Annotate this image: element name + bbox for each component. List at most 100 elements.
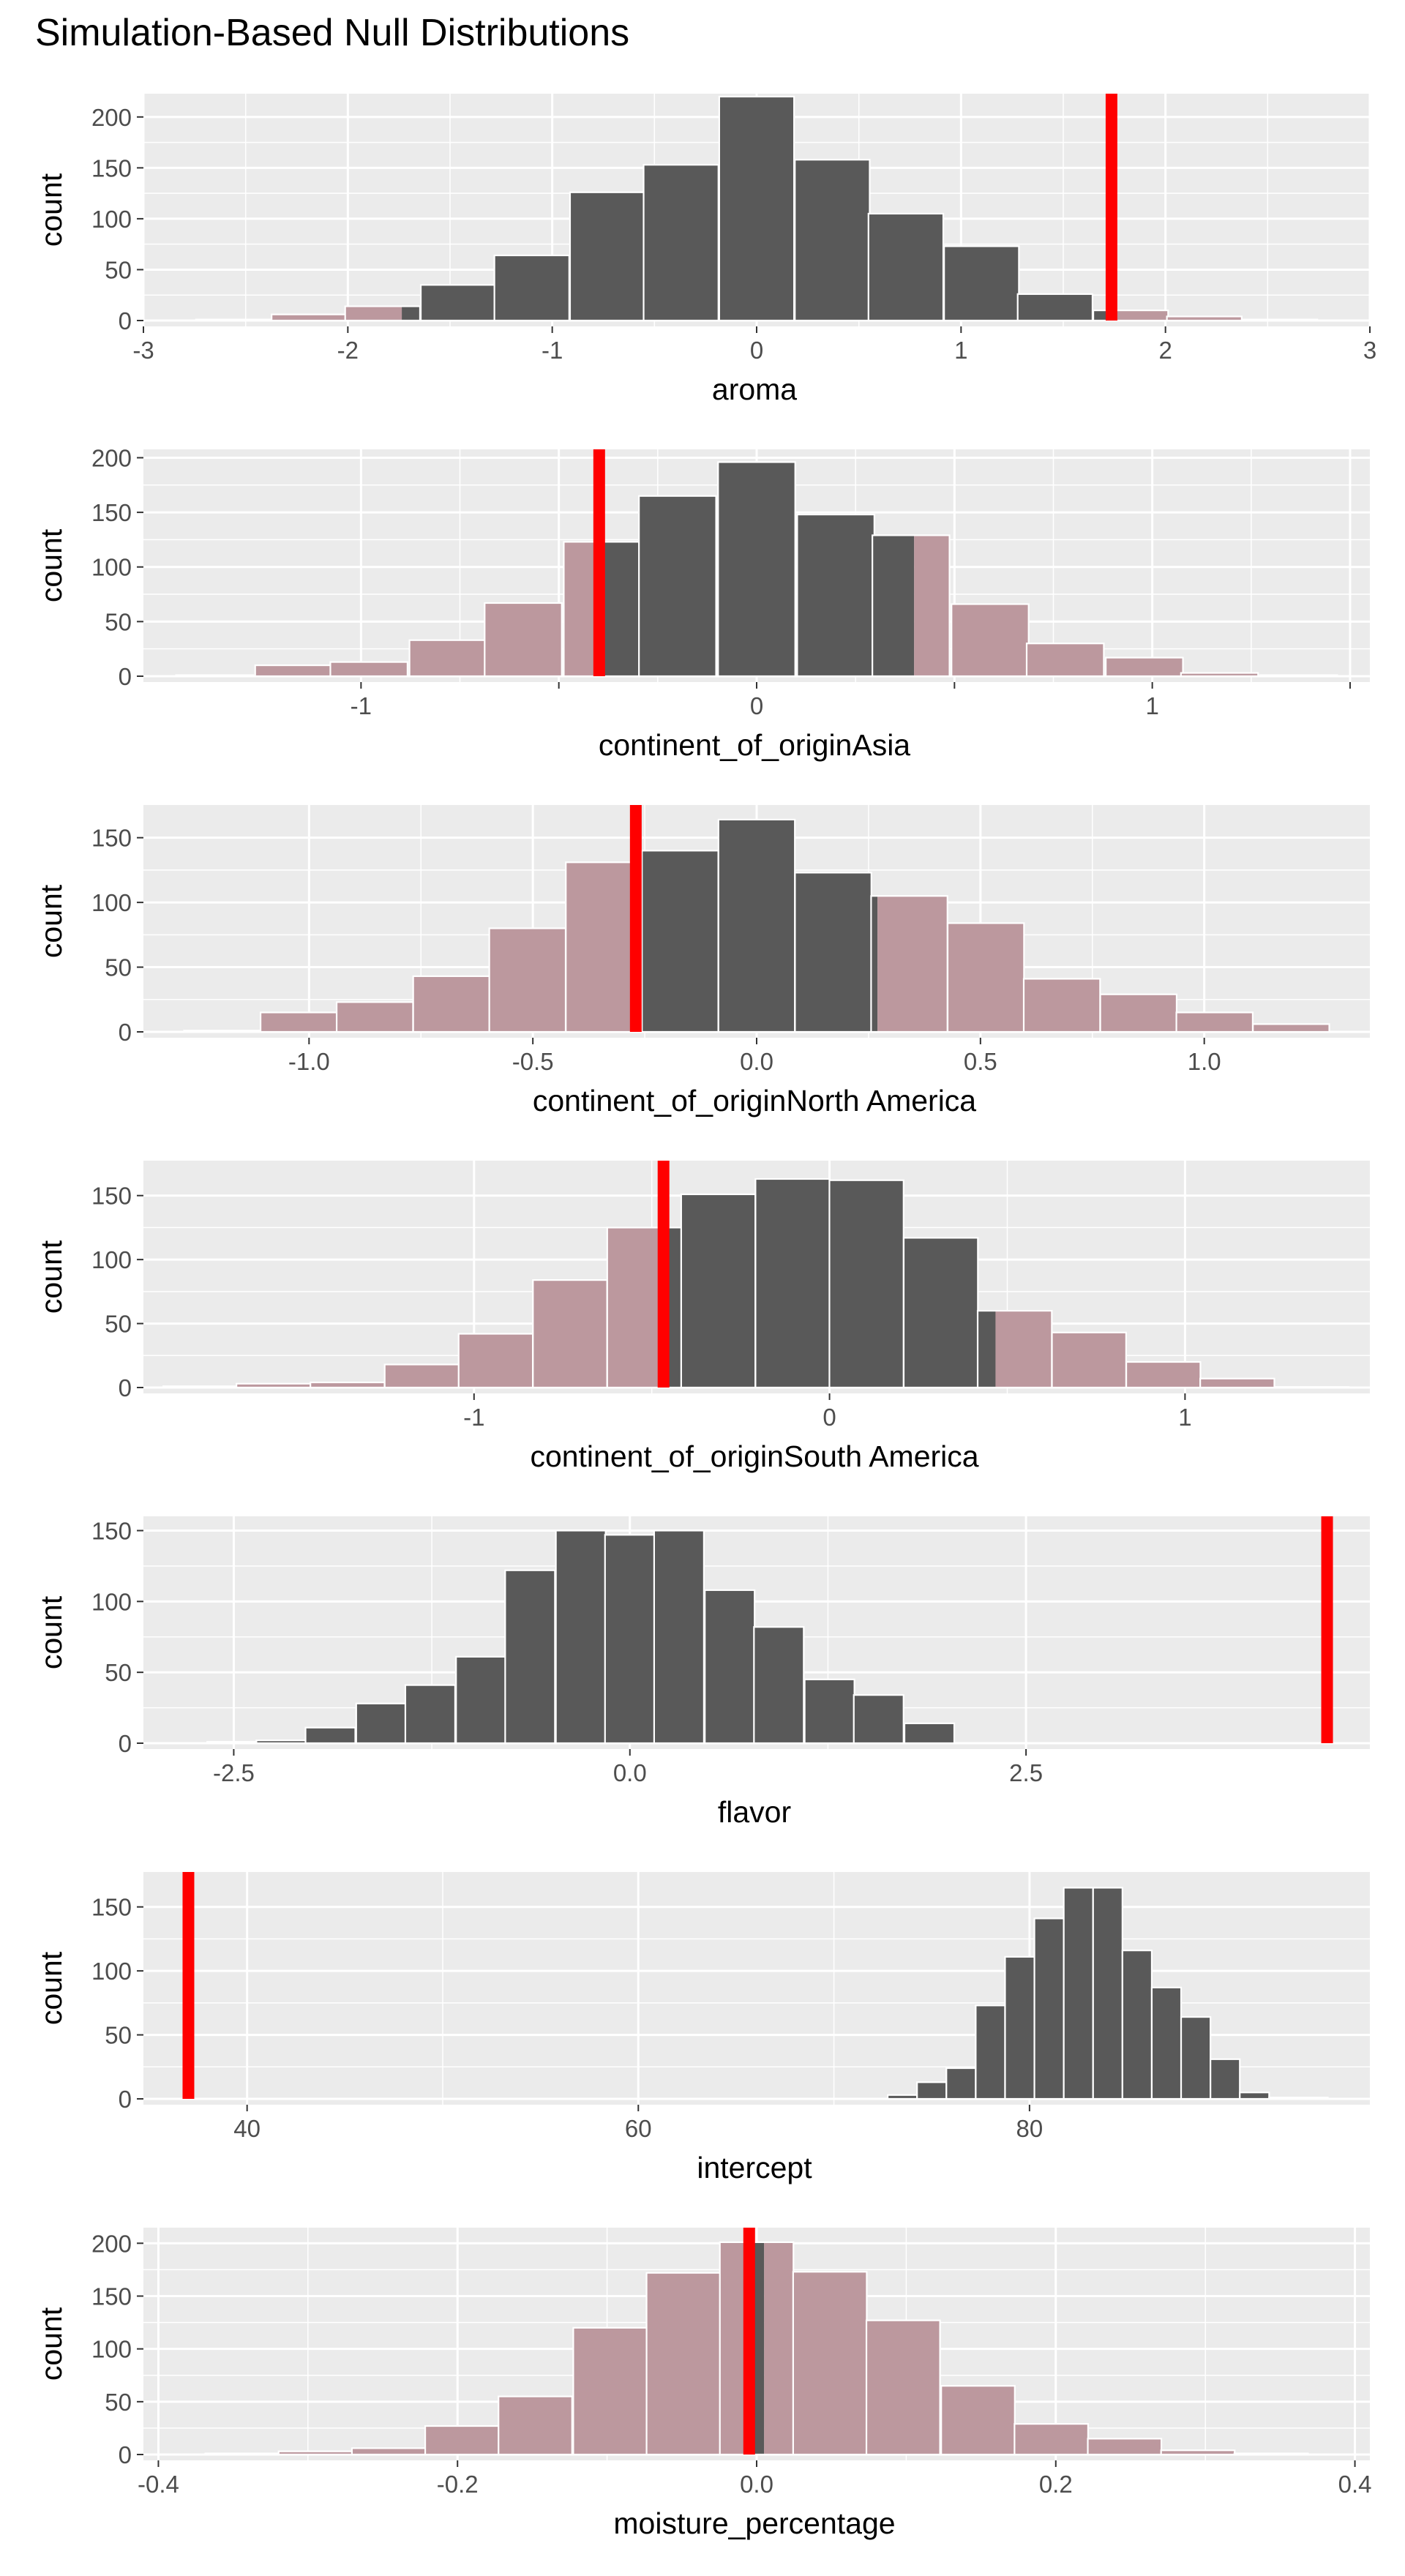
histogram-bar bbox=[995, 1311, 1052, 1388]
histogram-bar bbox=[868, 213, 944, 321]
histogram-bar bbox=[1126, 1362, 1201, 1388]
histogram-bar bbox=[793, 2272, 867, 2455]
y-tick-label: 200 bbox=[91, 444, 132, 471]
x-axis-label: continent_of_originNorth America bbox=[533, 1084, 976, 1117]
histogram-bar bbox=[599, 542, 641, 676]
histogram-bar bbox=[871, 896, 878, 1032]
histogram-bar bbox=[946, 2068, 976, 2099]
y-tick-label: 0 bbox=[119, 2086, 132, 2113]
histogram-bar-outline bbox=[175, 674, 255, 678]
y-tick-label: 150 bbox=[91, 2283, 132, 2310]
histogram-bar bbox=[421, 285, 496, 321]
histogram-bar bbox=[271, 314, 347, 321]
histogram-bar-outline bbox=[946, 922, 1025, 1033]
histogram-bar bbox=[569, 192, 645, 321]
observed-statistic-line bbox=[182, 1872, 195, 2099]
histogram-bar-outline bbox=[1241, 318, 1319, 322]
histogram-bar bbox=[1026, 643, 1104, 676]
histogram-bar bbox=[261, 1012, 337, 1032]
histogram-bar bbox=[458, 1333, 533, 1388]
y-tick-label: 50 bbox=[105, 1659, 132, 1686]
histogram-bar-outline bbox=[1199, 1377, 1275, 1389]
y-tick-label: 50 bbox=[105, 954, 132, 981]
histogram-bar bbox=[795, 160, 870, 321]
histogram-bar bbox=[754, 1627, 804, 1743]
y-axis-label: count bbox=[34, 528, 68, 602]
histogram-bar bbox=[1166, 316, 1242, 321]
histogram-bar bbox=[951, 604, 1029, 676]
y-tick-label: 50 bbox=[105, 2022, 132, 2049]
histogram-bar bbox=[330, 662, 408, 676]
histogram-bar-outline bbox=[329, 661, 408, 678]
histogram-bar bbox=[764, 2242, 794, 2455]
y-tick-label: 150 bbox=[91, 825, 132, 852]
histogram-bar bbox=[944, 246, 1019, 321]
histogram-bar-outline bbox=[1025, 643, 1105, 678]
histogram-bar bbox=[566, 862, 636, 1032]
histogram-bar bbox=[1111, 310, 1169, 321]
y-tick-label: 150 bbox=[91, 1183, 132, 1210]
x-tick-label: 0 bbox=[750, 337, 763, 364]
histogram-bar bbox=[1151, 1987, 1182, 2099]
histogram-bar bbox=[705, 1590, 755, 1743]
histogram-bar bbox=[914, 535, 950, 676]
x-tick-label: -2 bbox=[337, 337, 359, 364]
histogram-bar bbox=[718, 819, 795, 1032]
x-tick-label: 1 bbox=[1178, 1404, 1191, 1431]
histogram-bar bbox=[941, 2386, 1015, 2455]
histogram-bar-outline bbox=[951, 603, 1030, 678]
histogram-bar bbox=[489, 928, 566, 1032]
y-axis-label: count bbox=[34, 1240, 68, 1314]
histogram-bar-outline bbox=[940, 2385, 1016, 2456]
x-axis-label: flavor bbox=[718, 1795, 791, 1829]
x-tick-label: -1 bbox=[351, 692, 372, 719]
y-tick-label: 100 bbox=[91, 2336, 132, 2363]
histogram-bar bbox=[877, 896, 948, 1032]
histogram-bar bbox=[384, 1364, 460, 1388]
histogram-bar bbox=[903, 1238, 978, 1388]
chart-panel: -0.4 -0.2 0.0 0.2 0.4 0 50 100 150 200 moisture_pe… bbox=[34, 2228, 1371, 2540]
observed-statistic-line bbox=[1321, 1516, 1333, 1743]
histogram-bar-outline bbox=[304, 1726, 356, 1745]
histogram-bar bbox=[1200, 1378, 1275, 1388]
histogram-bar bbox=[1100, 994, 1177, 1032]
y-axis-label: count bbox=[34, 173, 68, 247]
y-tick-label: 100 bbox=[91, 554, 132, 581]
histogram-bar-outline bbox=[493, 254, 570, 322]
histogram-bar-outline bbox=[1180, 2015, 1212, 2100]
x-axis-label: continent_of_originAsia bbox=[599, 728, 910, 762]
histogram-bar-outline bbox=[872, 534, 951, 678]
histogram-bar bbox=[356, 1703, 406, 1743]
histogram-bar-outline bbox=[638, 495, 717, 678]
histogram-bar bbox=[795, 872, 872, 1032]
histogram-bar bbox=[719, 97, 795, 321]
histogram-bar bbox=[1014, 2424, 1088, 2455]
x-tick-label: 0.4 bbox=[1338, 2471, 1372, 2498]
y-tick-label: 0 bbox=[119, 307, 132, 334]
x-tick-label: 0 bbox=[750, 692, 763, 719]
histogram-bar-outline bbox=[498, 2395, 573, 2456]
histogram-bar bbox=[866, 2320, 940, 2455]
histogram-bar-outline bbox=[1092, 309, 1169, 322]
histogram-bar-outline bbox=[1210, 2058, 1241, 2100]
y-tick-label: 100 bbox=[91, 1588, 132, 1615]
histogram-bar-outline bbox=[344, 305, 422, 322]
y-tick-label: 0 bbox=[119, 2441, 132, 2468]
histogram-bar-outline bbox=[183, 1030, 261, 1033]
observed-statistic-line bbox=[1105, 94, 1117, 321]
histogram-bar bbox=[1161, 2450, 1235, 2455]
histogram-bar bbox=[555, 1530, 606, 1743]
histogram-bar bbox=[1176, 1012, 1253, 1032]
histogram-bar-outline bbox=[653, 1530, 705, 1745]
histogram-bar bbox=[888, 2094, 918, 2099]
histogram-bar-outline bbox=[1233, 2452, 1309, 2456]
observed-statistic-line bbox=[593, 449, 605, 676]
histogram-bar bbox=[853, 1695, 904, 1743]
histogram-bar bbox=[1181, 2017, 1211, 2099]
x-tick-label: 80 bbox=[1016, 2115, 1044, 2142]
chart-panel: 40 60 80 0 50 100 150 intercept count bbox=[34, 1872, 1370, 2184]
histogram-bar bbox=[643, 165, 719, 321]
chart-panel: -1.0 -0.5 0.0 0.5 1.0 0 50 100 150 continent_of_o… bbox=[34, 805, 1370, 1117]
histogram-bar-outline bbox=[404, 1684, 457, 1745]
